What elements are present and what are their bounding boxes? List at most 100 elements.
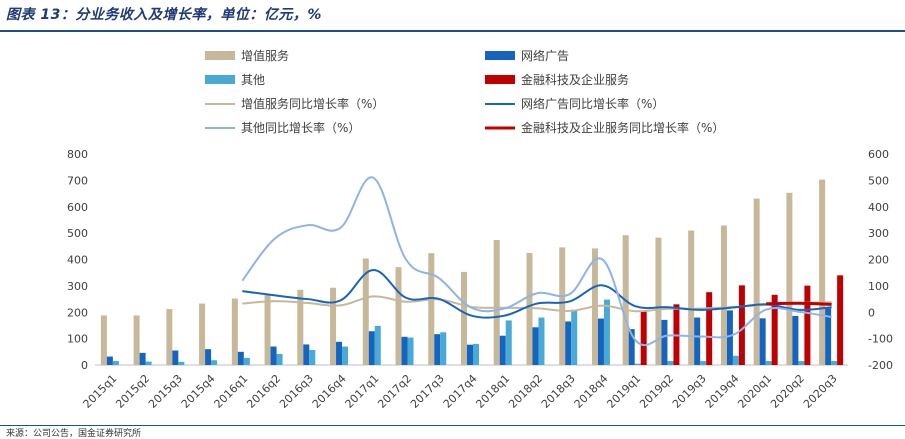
x-tick-label: 2015q2 (113, 372, 152, 411)
x-tick-label: 2015q3 (146, 372, 185, 411)
bar-value-added (395, 267, 402, 365)
right-axis-tick-label: 400 (868, 201, 889, 214)
legend-label: 增值服务同比增长率（%） (241, 96, 384, 111)
bar-other (667, 361, 674, 365)
bar-other (309, 349, 316, 365)
left-axis-tick-label: 0 (81, 359, 88, 372)
bar-ads (205, 349, 212, 365)
x-tick-label: 2018q2 (506, 372, 545, 411)
bar-ads (106, 356, 113, 365)
right-axis-tick-label: 300 (868, 227, 889, 240)
footer-divider (0, 425, 905, 426)
bar-value-added (428, 253, 435, 365)
legend-label: 金融科技及企业服务同比增长率（%） (521, 120, 724, 135)
bar-other (407, 337, 414, 365)
x-tick-label: 2016q4 (310, 372, 349, 411)
bar-value-added (330, 287, 337, 365)
bar-ads (532, 327, 539, 365)
bar-ads (565, 321, 572, 365)
bar-fintech (837, 275, 844, 365)
bar-fintech (771, 294, 778, 365)
bar-fintech (640, 311, 647, 365)
bar-other (374, 325, 381, 365)
x-tick-label: 2017q2 (375, 372, 414, 411)
bar-other (178, 361, 185, 365)
right-axis-tick-label: 0 (868, 306, 875, 319)
x-tick-label: 2015q1 (81, 372, 120, 411)
bar-ads (467, 344, 473, 365)
bar-value-added (688, 230, 695, 365)
bar-other (798, 361, 805, 365)
x-tick-label: 2018q1 (473, 372, 512, 411)
bar-ads (303, 344, 310, 365)
chart-canvas: 0 100 200 300 400 500 600 700 800 -200 -100 0 100 200… (67, 48, 893, 411)
bar-ads (336, 341, 343, 365)
x-tick-label: 2018q3 (539, 372, 578, 411)
bar-ads (726, 310, 733, 365)
left-axis-tick-label: 600 (67, 201, 88, 214)
bar-value-added (362, 258, 369, 365)
x-tick-label: 2020q2 (768, 372, 807, 411)
x-tick-label: 2019q3 (670, 372, 709, 411)
bar-other (145, 361, 152, 365)
source-note: 来源：公司公告，国金证券研究所 (6, 429, 142, 439)
bar-other (765, 361, 772, 365)
left-axis-tick-label: 300 (67, 280, 88, 293)
bar-ads (759, 318, 766, 365)
bar-value-added (655, 237, 662, 365)
x-tick-label: 2016q3 (277, 372, 316, 411)
legend-swatch (205, 75, 235, 84)
bar-value-added (297, 289, 304, 365)
bar-ads (628, 329, 635, 365)
legend-label: 其他 (241, 73, 265, 87)
bar-ads (401, 336, 408, 365)
left-axis-tick-label: 800 (67, 148, 88, 161)
bar-ads (139, 352, 146, 365)
right-axis-tick-label: 500 (868, 174, 889, 187)
bar-other (473, 343, 479, 365)
legend-label: 网络广告 (521, 48, 569, 63)
x-tick-label: 2015q4 (179, 372, 218, 411)
bar-ads (172, 350, 179, 365)
x-tick-label: 2019q1 (604, 372, 643, 411)
line-other-growth (241, 176, 832, 347)
legend-swatch (205, 51, 235, 60)
bar-value-added (100, 315, 107, 365)
bar-value-added (231, 298, 238, 365)
bar-value-added (559, 247, 566, 365)
chart-title: 图表 13：分业务收入及增长率，单位：亿元，% (6, 7, 322, 23)
left-axis-tick-label: 700 (67, 174, 88, 187)
legend-swatch (485, 51, 515, 60)
x-tick-label: 2019q2 (637, 372, 676, 411)
bar-value-added (199, 303, 206, 365)
right-axis-tick-label: -200 (868, 359, 893, 372)
bar-ads (661, 319, 668, 365)
x-tick-label: 2017q3 (408, 372, 447, 411)
bar-ads (368, 331, 375, 365)
bar-ads (792, 315, 799, 365)
bar-value-added (461, 271, 467, 365)
bar-other (505, 320, 512, 365)
x-tick-label: 2017q4 (441, 372, 480, 411)
bar-other (831, 361, 838, 365)
legend-label: 增值服务 (241, 48, 289, 63)
bar-other (571, 309, 578, 365)
left-axis-tick-label: 200 (67, 306, 88, 319)
right-axis-tick-label: 200 (868, 254, 889, 267)
bar-value-added (493, 239, 500, 365)
bar-ads (499, 335, 506, 365)
title-divider (0, 30, 905, 32)
x-tick-label: 2020q3 (801, 372, 840, 411)
bar-value-added (786, 192, 793, 365)
bar-other (112, 361, 119, 365)
bar-value-added (264, 295, 271, 365)
x-tick-label: 2016q2 (244, 372, 283, 411)
bar-value-added (720, 225, 727, 365)
left-axis-tick-label: 500 (67, 227, 88, 240)
bar-other (440, 332, 447, 365)
x-tick-label: 2016q1 (212, 372, 251, 411)
bar-value-added (133, 315, 140, 365)
bar-ads (270, 346, 277, 365)
legend-label: 金融科技及企业服务 (521, 72, 629, 87)
line-ads-growth (242, 269, 832, 319)
